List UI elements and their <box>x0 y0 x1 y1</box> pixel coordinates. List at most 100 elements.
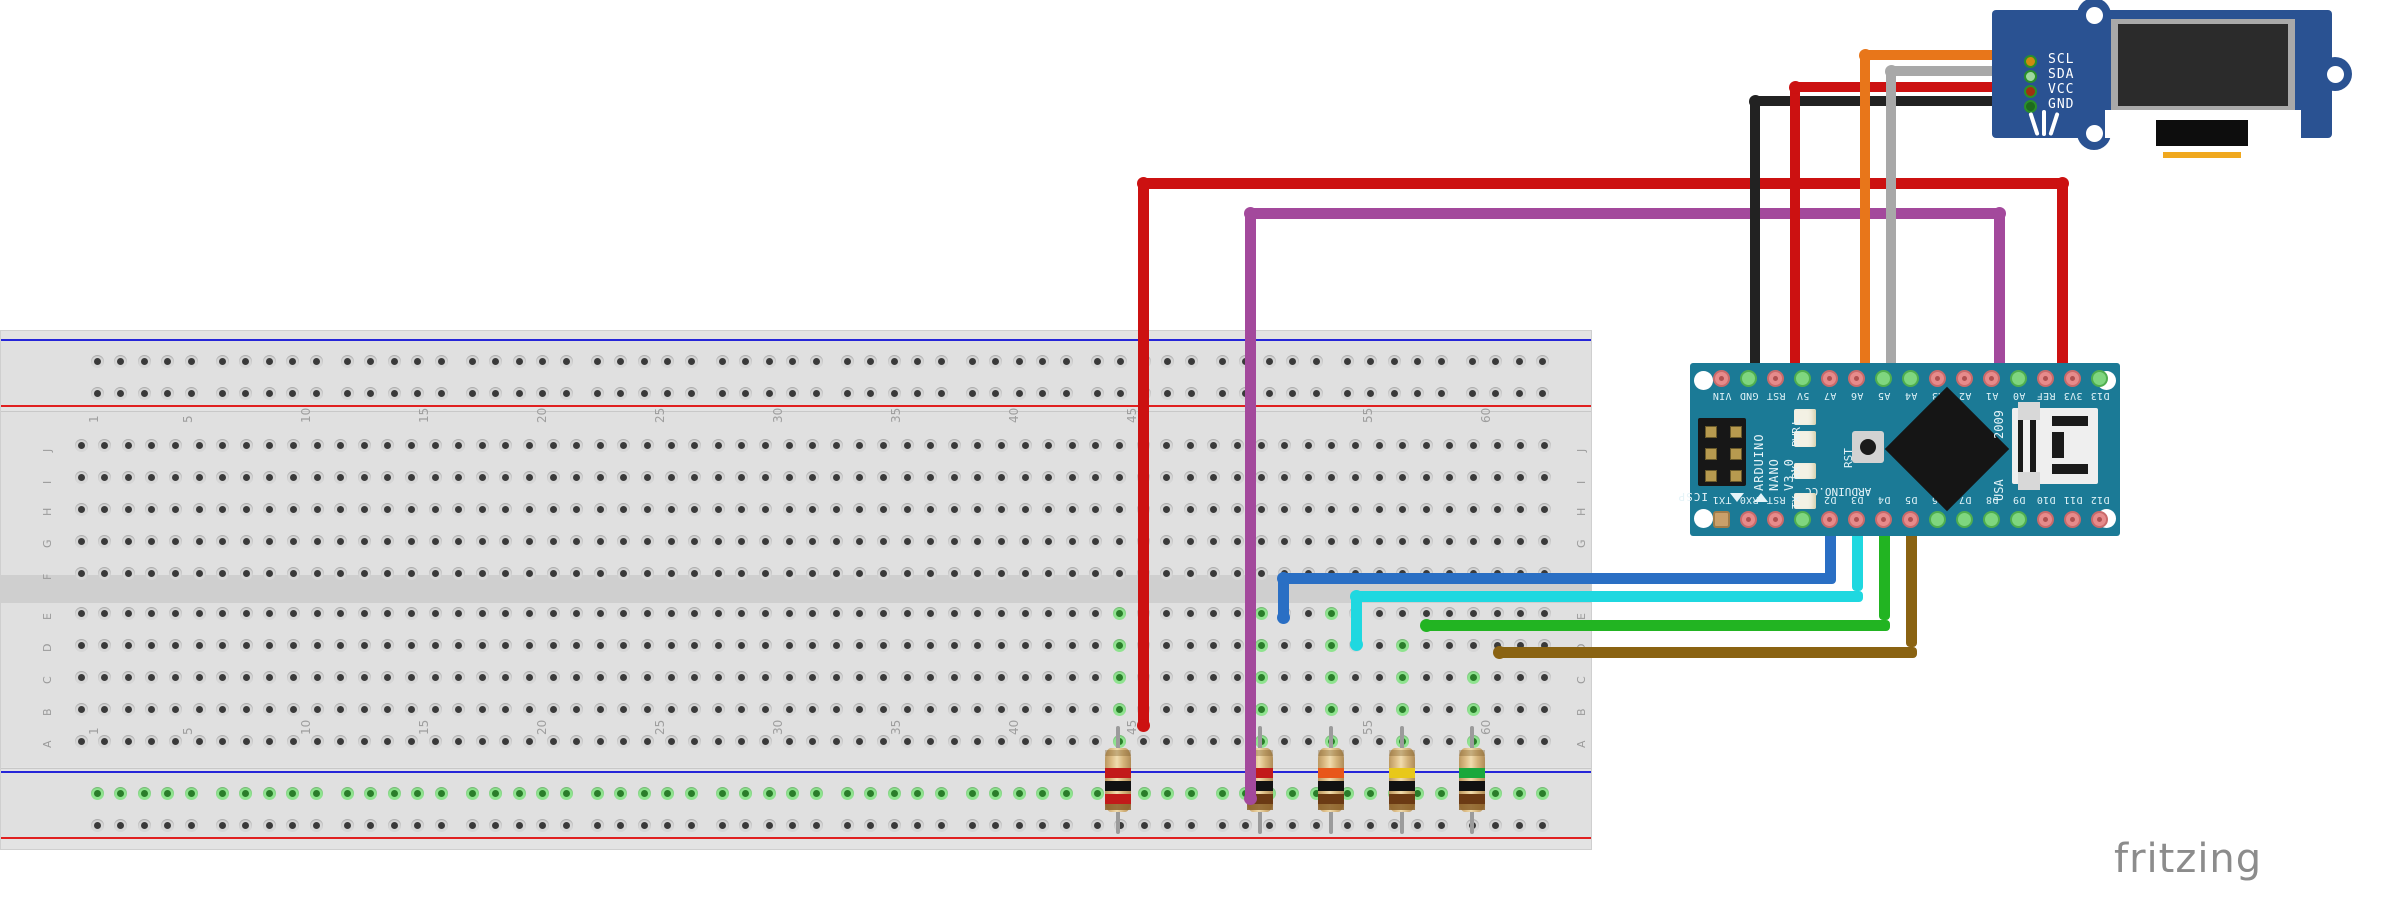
nano-pin-RX0[interactable] <box>1740 511 1757 528</box>
hole-D33 <box>829 638 843 652</box>
wire-gnd-black-v[interactable] <box>1750 96 1760 384</box>
wire-d5-blue-v-left[interactable] <box>1278 573 1289 623</box>
hole-A43 <box>1065 734 1079 748</box>
wire-vcc-red-v[interactable] <box>1790 82 1800 384</box>
nano-pin-D8[interactable] <box>1983 511 2000 528</box>
top-rail-hole-upper <box>864 354 878 368</box>
wire-sda-gray-v[interactable] <box>1886 66 1896 384</box>
wire-scl-orange-h[interactable] <box>1860 50 2033 60</box>
nano-pin-D12[interactable] <box>2091 511 2108 528</box>
nano-pin-VIN[interactable] <box>1713 370 1730 387</box>
resistor-R1[interactable] <box>1105 726 1132 834</box>
wire-d8-brown-h[interactable] <box>1494 647 1917 658</box>
oled-pin-scl[interactable] <box>2024 55 2037 68</box>
hole-F44 <box>1089 566 1103 580</box>
nano-pin-RST[interactable] <box>1767 370 1784 387</box>
nano-pin-D13[interactable] <box>2091 370 2108 387</box>
oled-pin-sda[interactable] <box>2024 70 2037 83</box>
bottom-rail-hole-lower <box>1137 818 1151 832</box>
wire-vcc-red-h[interactable] <box>1790 82 2033 92</box>
nano-usb-connector[interactable] <box>2012 402 2098 490</box>
top-rail-hole-lower <box>364 386 378 400</box>
wire-d5-blue-v-right[interactable] <box>1825 521 1836 583</box>
nano-pin-A2[interactable] <box>1956 370 1973 387</box>
wire-d8-brown-v-right[interactable] <box>1906 521 1917 647</box>
nano-pin-A7[interactable] <box>1821 370 1838 387</box>
wire-sda-gray-h[interactable] <box>1886 66 2033 76</box>
bottom-rail-hole-lower <box>1364 818 1378 832</box>
nano-pin-RST[interactable] <box>1767 511 1784 528</box>
hole-G29 <box>735 534 749 548</box>
nano-usb-tab-tl <box>2018 402 2040 420</box>
nano-pin-TX1[interactable] <box>1713 511 1730 528</box>
nano-pin-D2[interactable] <box>1821 511 1838 528</box>
hole-A63 <box>1537 734 1551 748</box>
top-rail-hole-upper <box>637 354 651 368</box>
nano-pin-5V[interactable] <box>1794 370 1811 387</box>
nano-pin-A6[interactable] <box>1848 370 1865 387</box>
bb-col-label-bottom-20: 20 <box>535 719 550 735</box>
bottom-rail-hole-upper <box>1137 786 1151 800</box>
wire-d5-blue-h[interactable] <box>1278 573 1836 584</box>
nano-pin-D7[interactable] <box>1956 511 1973 528</box>
nano-pin-A4[interactable] <box>1902 370 1919 387</box>
wire-d6-cyan-h[interactable] <box>1351 591 1863 602</box>
oled-pin-vcc[interactable] <box>2024 85 2037 98</box>
nano-pin-A0[interactable] <box>2010 370 2027 387</box>
hole-C48 <box>1183 670 1197 684</box>
breadboard: JIHGFEDCBAJIHGFEDCBA11551010151520202525… <box>0 330 1592 850</box>
wire-gnd-purple-right-v[interactable] <box>1994 208 2005 384</box>
hole-E12 <box>334 606 348 620</box>
wire-d7-green-h[interactable] <box>1421 620 1890 631</box>
hole-J47 <box>1160 438 1174 452</box>
top-rail-hole-upper <box>934 354 948 368</box>
hole-J38 <box>947 438 961 452</box>
bottom-rail-hole-lower <box>809 818 823 832</box>
hole-J29 <box>735 438 749 452</box>
nano-reset-button[interactable] <box>1852 431 1884 463</box>
nano-pin-A3[interactable] <box>1929 370 1946 387</box>
hole-B12 <box>334 702 348 716</box>
nano-pin-REF[interactable] <box>2037 370 2054 387</box>
nano-silk-nano: NANO <box>1767 458 1781 491</box>
hole-A6 <box>192 734 206 748</box>
arduino-nano-board[interactable]: VINGNDRST5VA7A6A5A4A3A2A1A0REF3V3D13TX1R… <box>1678 363 2120 536</box>
wire-5v-red-left-v[interactable] <box>1138 178 1149 730</box>
hole-H33 <box>829 502 843 516</box>
nano-icsp-header[interactable] <box>1698 418 1746 486</box>
nano-pin-3V3[interactable] <box>2064 370 2081 387</box>
nano-pin-D3[interactable] <box>1848 511 1865 528</box>
wire-gnd-purple-h[interactable] <box>1245 208 2005 219</box>
nano-pin-D4[interactable] <box>1875 511 1892 528</box>
nano-pin-D6[interactable] <box>1929 511 1946 528</box>
nano-pin-A1[interactable] <box>1983 370 2000 387</box>
oled-display-module[interactable]: SCL SDA VCC GND <box>1992 0 2352 158</box>
wire-5v-red-top-h[interactable] <box>1138 178 2068 189</box>
hole-H9 <box>263 502 277 516</box>
wire-d6-cyan-v-left[interactable] <box>1351 591 1362 649</box>
resistor-band-3 <box>1388 794 1415 804</box>
nano-pin-D9[interactable] <box>2010 511 2027 528</box>
wire-scl-orange-v[interactable] <box>1860 50 1870 384</box>
hole-C40 <box>994 670 1008 684</box>
nano-pin-D5[interactable] <box>1902 511 1919 528</box>
hole-G1 <box>74 534 88 548</box>
wire-d7-green-v-right[interactable] <box>1879 521 1890 620</box>
hole-G9 <box>263 534 277 548</box>
wire-5v-red-right-v[interactable] <box>2057 178 2068 368</box>
nano-pin-D10[interactable] <box>2037 511 2054 528</box>
hole-B48 <box>1183 702 1197 716</box>
resistor-R4[interactable] <box>1388 726 1415 834</box>
nano-pin-A5[interactable] <box>1875 370 1892 387</box>
wire-gnd-purple-left-v[interactable] <box>1245 208 1256 803</box>
hole-H44 <box>1089 502 1103 516</box>
nano-pin-GND[interactable] <box>1740 370 1757 387</box>
wire-d6-cyan-v-right[interactable] <box>1852 521 1863 591</box>
hole-A7 <box>216 734 230 748</box>
resistor-R5[interactable] <box>1459 726 1486 834</box>
nano-pin-GND[interactable] <box>1794 511 1811 528</box>
hole-G19 <box>499 534 513 548</box>
oled-pin-gnd[interactable] <box>2024 100 2037 113</box>
nano-pin-D11[interactable] <box>2064 511 2081 528</box>
resistor-R3[interactable] <box>1317 726 1344 834</box>
